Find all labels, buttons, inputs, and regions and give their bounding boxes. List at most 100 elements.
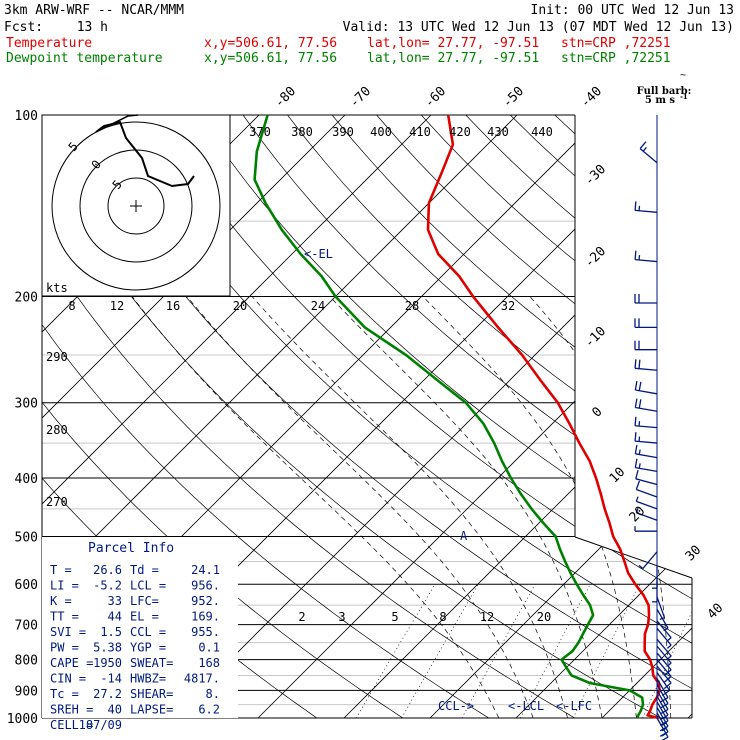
wind-barb bbox=[634, 458, 658, 473]
parcel-info-cell: 26.6 bbox=[93, 563, 122, 577]
parcel-info-cell: SVI = bbox=[50, 625, 86, 639]
parcel-info-cell: 1.5 bbox=[100, 625, 122, 639]
wind-barb-flag bbox=[663, 682, 672, 690]
parcel-info-cell: 952. bbox=[191, 594, 220, 608]
wind-barb-half bbox=[638, 564, 644, 570]
wind-barb-staff bbox=[656, 712, 669, 733]
wind-barb-flag bbox=[659, 725, 669, 732]
wind-barb-flag bbox=[634, 458, 638, 468]
wind-barb bbox=[634, 359, 658, 371]
wind-barb-staff bbox=[635, 406, 658, 412]
temperature-profile bbox=[426, 114, 662, 720]
dewpoint-profile bbox=[253, 114, 645, 719]
dry-adiabat bbox=[108, 115, 692, 718]
mixing-ratio-line bbox=[520, 584, 591, 718]
parcel-info-cell: K = bbox=[50, 594, 72, 608]
valid-time: Valid: 13 UTC Wed 12 Jun 13 (07 MDT Wed … bbox=[343, 20, 734, 35]
isotherm-label-right: -20 bbox=[582, 244, 609, 271]
moist-adiabat-label: 8 bbox=[68, 299, 75, 313]
isentrope-label: 430 bbox=[487, 125, 509, 139]
isotherm bbox=[42, 115, 432, 718]
wind-barb bbox=[634, 293, 657, 304]
barb-legend: Full barb: 5 m s -1 ~ bbox=[637, 70, 692, 106]
wind-barb-flag bbox=[659, 696, 669, 703]
wind-barb-staff bbox=[656, 701, 669, 722]
wind-barb-staff bbox=[656, 678, 669, 698]
parcel-info-cell: 24.1 bbox=[191, 563, 220, 577]
wind-barb-flag bbox=[634, 381, 638, 391]
parcel-info-cell: Td = bbox=[130, 563, 159, 577]
wind-barb-flag bbox=[634, 250, 637, 260]
isotherm-label-right: -10 bbox=[582, 324, 609, 351]
wind-barb-half bbox=[666, 644, 672, 649]
dry-adiabat bbox=[242, 115, 692, 718]
model-title: 3km ARW-WRF -- NCAR/MMM bbox=[4, 3, 184, 18]
wind-barb bbox=[652, 579, 658, 603]
wind-barb bbox=[656, 690, 669, 715]
wind-barb bbox=[638, 551, 658, 570]
parcel-info-cell: CAPE = bbox=[50, 656, 93, 670]
wind-barb bbox=[634, 432, 658, 444]
moist-adiabat bbox=[251, 296, 568, 718]
pressure-label: 400 bbox=[15, 472, 38, 487]
wind-barb-staff bbox=[656, 638, 672, 657]
wind-barb-flag bbox=[634, 432, 637, 442]
wind-barb-flag bbox=[661, 736, 669, 740]
dry-adiabat bbox=[42, 115, 490, 718]
wind-barb-staff bbox=[635, 425, 658, 429]
hodograph-trace-upper bbox=[95, 114, 139, 133]
parcel-info-cell: CELL = bbox=[50, 718, 93, 732]
isotherm bbox=[42, 115, 346, 718]
parcel-info-cell: 5.38 bbox=[93, 641, 122, 655]
wind-barb-flag bbox=[634, 416, 637, 426]
wind-barb bbox=[634, 416, 658, 429]
isentrope-label: 410 bbox=[409, 125, 431, 139]
isotherm-label-right: 0 bbox=[589, 404, 605, 420]
mixing-ratio-label: 20 bbox=[537, 610, 551, 624]
wind-barb-staff bbox=[656, 608, 669, 629]
moist-adiabat-label: 12 bbox=[110, 299, 124, 313]
parcel-info-cell: 4817. bbox=[184, 672, 220, 686]
wind-barb-half bbox=[642, 146, 647, 152]
parcel-info-cell: SREH = bbox=[50, 703, 93, 717]
wind-barb-staff bbox=[656, 671, 671, 691]
wind-barb-staff bbox=[656, 717, 669, 738]
pressure-label: 300 bbox=[15, 397, 38, 412]
wind-barb-staff bbox=[635, 478, 658, 486]
legend-temperature: Temperature bbox=[6, 36, 92, 51]
frame-step bbox=[574, 536, 693, 579]
parcel-info-cell: 8. bbox=[206, 687, 220, 701]
parcel-info-cell: 956. bbox=[191, 579, 220, 593]
parcel-info-cell: TT = bbox=[50, 610, 79, 624]
parcel-info-cell: -5.2 bbox=[93, 579, 122, 593]
wind-barb-staff bbox=[656, 659, 672, 677]
info-xy-dew: x,y=506.61, 77.56 bbox=[204, 51, 337, 66]
info-station-dew: stn=CRP ,72251 bbox=[561, 51, 671, 66]
isotherm-label-top: -40 bbox=[578, 84, 605, 111]
wind-barb bbox=[656, 695, 669, 721]
wind-barb bbox=[634, 250, 658, 263]
el-marker: <-EL bbox=[304, 247, 333, 261]
isotherm-label-top: -50 bbox=[500, 84, 527, 111]
wind-barb-flag bbox=[634, 444, 638, 454]
dry-adiabat bbox=[287, 115, 692, 718]
info-latlon: lat,lon= 27.77, -97.51 bbox=[367, 36, 539, 51]
pressure-label: 800 bbox=[15, 654, 38, 669]
wind-barb bbox=[634, 201, 658, 213]
dry-adiabat bbox=[42, 115, 662, 718]
wind-barb-flag bbox=[638, 381, 642, 391]
dry-adiabat bbox=[599, 115, 692, 718]
dry-adiabat bbox=[198, 115, 692, 718]
mixing-ratio-line bbox=[461, 584, 536, 718]
moist-adiabat-label: 28 bbox=[405, 299, 419, 313]
wind-barb-staff bbox=[635, 258, 658, 263]
wind-barb-flag bbox=[659, 714, 669, 721]
legend-dewpoint: Dewpoint temperature bbox=[6, 51, 163, 66]
parcel-info-cell: 44 bbox=[108, 610, 122, 624]
parcel-info-cell: 169. bbox=[191, 610, 220, 624]
pressure-label: 600 bbox=[15, 578, 38, 593]
init-time: Init: 00 UTC Wed 12 Jun 13 bbox=[531, 3, 735, 18]
wind-barb-staff bbox=[636, 500, 658, 510]
parcel-info-cell: 1950 bbox=[93, 656, 122, 670]
wind-barb-half bbox=[635, 496, 639, 502]
